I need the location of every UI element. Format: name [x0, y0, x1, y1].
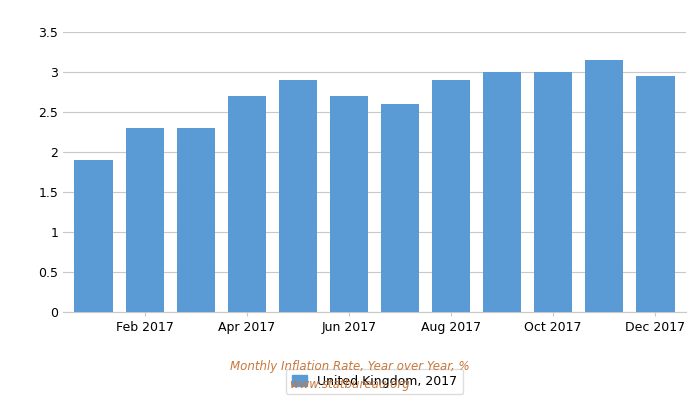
Bar — [125, 128, 164, 312]
Bar — [228, 96, 266, 312]
Bar — [74, 160, 113, 312]
Bar — [279, 80, 317, 312]
Bar — [381, 104, 419, 312]
Bar — [636, 76, 675, 312]
Bar — [176, 128, 215, 312]
Legend: United Kingdom, 2017: United Kingdom, 2017 — [286, 369, 463, 394]
Bar — [534, 72, 573, 312]
Text: www.statbureau.org: www.statbureau.org — [290, 378, 410, 391]
Bar — [483, 72, 522, 312]
Bar — [432, 80, 470, 312]
Bar — [330, 96, 368, 312]
Text: Monthly Inflation Rate, Year over Year, %: Monthly Inflation Rate, Year over Year, … — [230, 360, 470, 373]
Bar — [585, 60, 624, 312]
